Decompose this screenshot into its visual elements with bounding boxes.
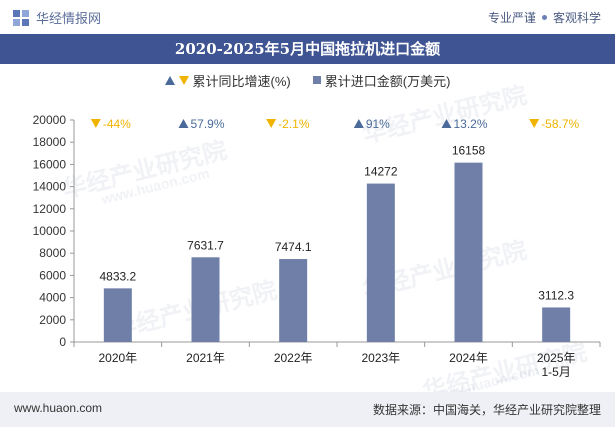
triangle-up-icon bbox=[164, 75, 175, 85]
y-tick-label: 0 bbox=[59, 335, 66, 349]
bar-value-label: 4833.2 bbox=[99, 269, 136, 283]
triangle-down-icon bbox=[178, 75, 189, 85]
growth-down-icon bbox=[90, 119, 101, 128]
growth-value-label: 91% bbox=[366, 117, 390, 131]
bar bbox=[191, 257, 220, 342]
y-tick-label: 8000 bbox=[39, 246, 66, 260]
growth-up-icon bbox=[353, 119, 364, 128]
bar bbox=[366, 183, 395, 342]
bar-swatch-icon bbox=[312, 76, 321, 84]
growth-value-label: 13.2% bbox=[454, 117, 488, 131]
x-tick-label: 1-5月 bbox=[541, 365, 570, 379]
y-tick-label: 16000 bbox=[33, 157, 67, 171]
y-tick-label: 4000 bbox=[39, 291, 66, 305]
y-tick-label: 20000 bbox=[33, 113, 67, 127]
growth-down-icon bbox=[529, 119, 540, 128]
chart-title: 2020-2025年5月中国拖拉机进口金额 bbox=[0, 34, 615, 64]
x-tick-label: 2020年 bbox=[98, 351, 137, 365]
header-tags: 专业严谨 客观科学 bbox=[488, 9, 601, 26]
bar bbox=[542, 307, 571, 342]
y-tick-label: 2000 bbox=[39, 313, 66, 327]
footer: www.huaon.com 数据来源：中国海关，华经产业研究院整理 bbox=[0, 392, 615, 427]
growth-down-icon bbox=[266, 119, 277, 128]
x-tick-label: 2024年 bbox=[449, 351, 488, 365]
legend-amount-label: 累计进口金额(万美元) bbox=[324, 73, 451, 89]
growth-value-label: 57.9% bbox=[191, 117, 225, 131]
tag-professional: 专业严谨 bbox=[487, 11, 536, 25]
x-tick-label: 2023年 bbox=[361, 351, 400, 365]
bar-value-label: 3112.3 bbox=[538, 288, 574, 302]
footer-source: 数据来源：中国海关，华经产业研究院整理 bbox=[372, 403, 601, 417]
y-tick-label: 6000 bbox=[39, 268, 66, 282]
footer-website-link[interactable]: www.huaon.com bbox=[14, 401, 103, 415]
x-tick-label: 2021年 bbox=[186, 351, 225, 365]
x-tick-label: 2022年 bbox=[274, 351, 313, 365]
growth-up-icon bbox=[178, 119, 189, 128]
y-tick-label: 10000 bbox=[33, 224, 67, 238]
bar-value-label: 7631.7 bbox=[187, 238, 224, 252]
bar-value-label: 7474.1 bbox=[275, 240, 312, 254]
legend-growth[interactable]: 累计同比增速(%) bbox=[164, 71, 291, 90]
brand-name: 华经情报网 bbox=[36, 11, 102, 26]
tag-objective: 客观科学 bbox=[552, 11, 601, 25]
growth-value-label: -58.7% bbox=[541, 117, 579, 131]
top-bar: 华经情报网 专业严谨 客观科学 bbox=[0, 0, 615, 34]
legend: 累计同比增速(%) 累计进口金额(万美元) bbox=[0, 68, 615, 92]
legend-amount[interactable]: 累计进口金额(万美元) bbox=[312, 71, 451, 90]
bar-value-label: 14272 bbox=[364, 165, 398, 179]
growth-value-label: -2.1% bbox=[278, 117, 310, 131]
separator-dot-icon bbox=[541, 15, 547, 20]
growth-value-label: -44% bbox=[103, 117, 131, 131]
y-tick-label: 18000 bbox=[33, 135, 67, 149]
bar bbox=[103, 288, 132, 342]
bar bbox=[279, 259, 308, 342]
growth-up-icon bbox=[441, 119, 452, 128]
y-tick-label: 12000 bbox=[33, 202, 67, 216]
bar bbox=[454, 162, 483, 342]
legend-growth-label: 累计同比增速(%) bbox=[192, 73, 291, 89]
brand[interactable]: 华经情报网 bbox=[12, 8, 101, 27]
y-tick-label: 14000 bbox=[33, 180, 67, 194]
brand-logo-icon bbox=[13, 9, 29, 26]
x-tick-label: 2025年 bbox=[537, 351, 576, 365]
bar-value-label: 16158 bbox=[452, 144, 486, 158]
